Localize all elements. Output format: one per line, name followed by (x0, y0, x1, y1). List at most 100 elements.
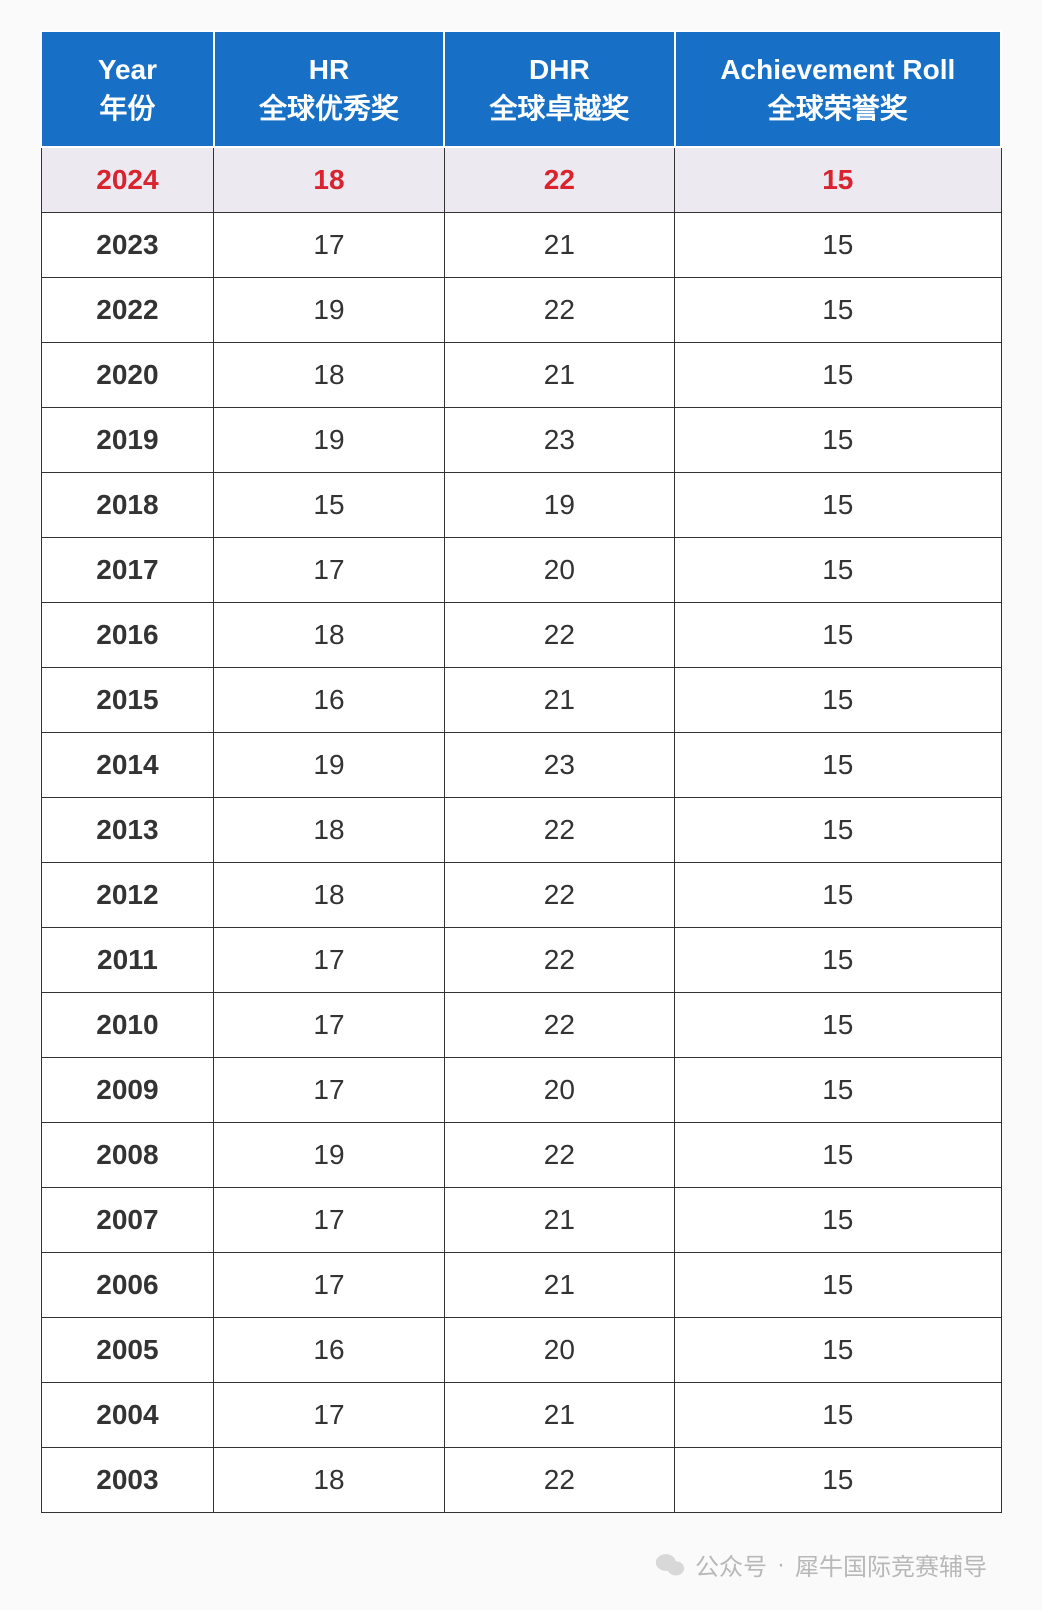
table-row: 2019192315 (41, 408, 1001, 473)
cell-achievement: 15 (675, 213, 1001, 278)
cell-achievement: 15 (675, 147, 1001, 213)
cell-year: 2008 (41, 1123, 214, 1188)
cell-year: 2018 (41, 473, 214, 538)
header-row: Year 年份 HR 全球优秀奖 DHR 全球卓越奖 Achievement R… (41, 31, 1001, 147)
cell-hr: 19 (214, 1123, 444, 1188)
awards-table-container: Year 年份 HR 全球优秀奖 DHR 全球卓越奖 Achievement R… (40, 30, 1002, 1513)
header-achievement: Achievement Roll 全球荣誉奖 (675, 31, 1001, 147)
cell-dhr: 21 (444, 1383, 674, 1448)
cell-achievement: 15 (675, 278, 1001, 343)
cell-hr: 17 (214, 1253, 444, 1318)
table-row: 2010172215 (41, 993, 1001, 1058)
cell-hr: 19 (214, 278, 444, 343)
cell-hr: 16 (214, 668, 444, 733)
cell-hr: 18 (214, 798, 444, 863)
table-header: Year 年份 HR 全球优秀奖 DHR 全球卓越奖 Achievement R… (41, 31, 1001, 147)
cell-achievement: 15 (675, 733, 1001, 798)
wechat-icon (655, 1552, 685, 1578)
table-row: 2003182215 (41, 1448, 1001, 1513)
table-row: 2022192215 (41, 278, 1001, 343)
cell-hr: 19 (214, 408, 444, 473)
cell-achievement: 15 (675, 1253, 1001, 1318)
cell-dhr: 21 (444, 213, 674, 278)
cell-dhr: 21 (444, 1253, 674, 1318)
cell-achievement: 15 (675, 928, 1001, 993)
cell-year: 2017 (41, 538, 214, 603)
cell-achievement: 15 (675, 1058, 1001, 1123)
cell-year: 2013 (41, 798, 214, 863)
header-year-line1: Year (50, 50, 205, 89)
cell-year: 2011 (41, 928, 214, 993)
cell-hr: 15 (214, 473, 444, 538)
cell-hr: 17 (214, 538, 444, 603)
cell-dhr: 22 (444, 863, 674, 928)
cell-achievement: 15 (675, 1318, 1001, 1383)
cell-achievement: 15 (675, 1448, 1001, 1513)
cell-year: 2023 (41, 213, 214, 278)
table-row: 2011172215 (41, 928, 1001, 993)
header-achievement-line2: 全球荣誉奖 (684, 89, 992, 128)
header-hr: HR 全球优秀奖 (214, 31, 444, 147)
cell-year: 2019 (41, 408, 214, 473)
cell-year: 2004 (41, 1383, 214, 1448)
table-row: 2018151915 (41, 473, 1001, 538)
cell-year: 2007 (41, 1188, 214, 1253)
cell-dhr: 21 (444, 1188, 674, 1253)
cell-dhr: 23 (444, 733, 674, 798)
cell-hr: 16 (214, 1318, 444, 1383)
cell-year: 2024 (41, 147, 214, 213)
cell-year: 2015 (41, 668, 214, 733)
watermark: 公众号 · 犀牛国际竞赛辅导 (655, 1547, 987, 1582)
cell-year: 2020 (41, 343, 214, 408)
header-year: Year 年份 (41, 31, 214, 147)
cell-year: 2010 (41, 993, 214, 1058)
cell-dhr: 19 (444, 473, 674, 538)
table-row: 2004172115 (41, 1383, 1001, 1448)
table-row: 2020182115 (41, 343, 1001, 408)
cell-dhr: 23 (444, 408, 674, 473)
table-row: 2008192215 (41, 1123, 1001, 1188)
table-row: 2013182215 (41, 798, 1001, 863)
table-row: 2024182215 (41, 147, 1001, 213)
cell-dhr: 21 (444, 343, 674, 408)
cell-dhr: 20 (444, 1058, 674, 1123)
cell-dhr: 22 (444, 798, 674, 863)
cell-achievement: 15 (675, 863, 1001, 928)
table-row: 2014192315 (41, 733, 1001, 798)
header-dhr-line1: DHR (453, 50, 665, 89)
header-hr-line1: HR (223, 50, 435, 89)
cell-year: 2009 (41, 1058, 214, 1123)
cell-hr: 18 (214, 1448, 444, 1513)
cell-year: 2005 (41, 1318, 214, 1383)
table-row: 2009172015 (41, 1058, 1001, 1123)
cell-achievement: 15 (675, 343, 1001, 408)
header-dhr-line2: 全球卓越奖 (453, 89, 665, 128)
cell-dhr: 22 (444, 1123, 674, 1188)
table-row: 2006172115 (41, 1253, 1001, 1318)
cell-dhr: 22 (444, 993, 674, 1058)
cell-dhr: 20 (444, 538, 674, 603)
awards-table: Year 年份 HR 全球优秀奖 DHR 全球卓越奖 Achievement R… (40, 30, 1002, 1513)
header-hr-line2: 全球优秀奖 (223, 89, 435, 128)
header-dhr: DHR 全球卓越奖 (444, 31, 674, 147)
header-year-line2: 年份 (50, 89, 205, 128)
cell-year: 2006 (41, 1253, 214, 1318)
cell-dhr: 22 (444, 1448, 674, 1513)
cell-hr: 17 (214, 928, 444, 993)
cell-dhr: 22 (444, 928, 674, 993)
cell-dhr: 22 (444, 278, 674, 343)
cell-achievement: 15 (675, 1188, 1001, 1253)
watermark-prefix: 公众号 (695, 1547, 767, 1582)
table-row: 2015162115 (41, 668, 1001, 733)
cell-hr: 18 (214, 603, 444, 668)
cell-achievement: 15 (675, 473, 1001, 538)
header-achievement-line1: Achievement Roll (684, 50, 992, 89)
table-row: 2007172115 (41, 1188, 1001, 1253)
cell-achievement: 15 (675, 538, 1001, 603)
cell-hr: 17 (214, 1058, 444, 1123)
cell-achievement: 15 (675, 603, 1001, 668)
cell-hr: 18 (214, 147, 444, 213)
cell-year: 2012 (41, 863, 214, 928)
cell-achievement: 15 (675, 993, 1001, 1058)
cell-hr: 18 (214, 863, 444, 928)
